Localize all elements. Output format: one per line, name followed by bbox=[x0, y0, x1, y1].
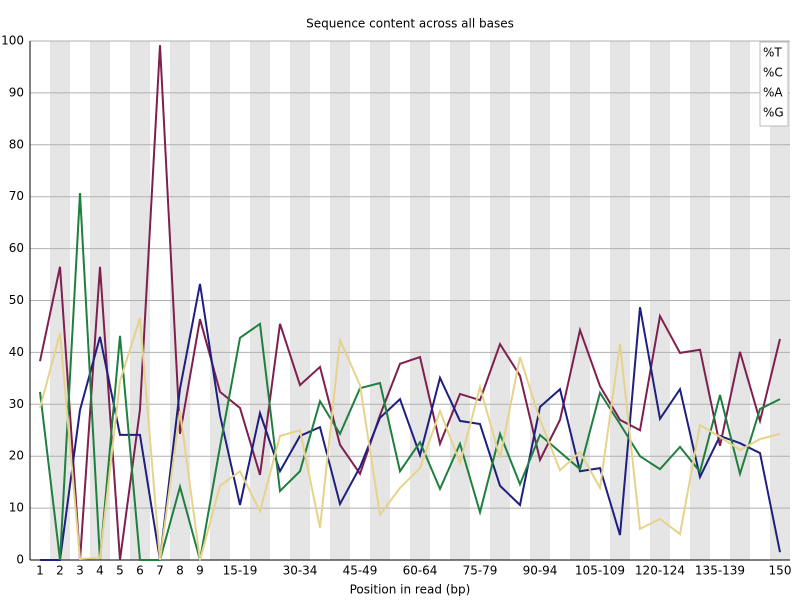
x-tick-label: 30-34 bbox=[283, 564, 318, 578]
y-tick-label: 60 bbox=[9, 241, 24, 255]
series-line bbox=[39, 317, 781, 561]
x-tick-label: 105-109 bbox=[575, 564, 625, 578]
x-tick-label: 150 bbox=[769, 564, 792, 578]
x-tick-label: 7 bbox=[156, 564, 164, 578]
x-tick-label: 120-124 bbox=[635, 564, 685, 578]
legend-entry: %G bbox=[763, 106, 784, 120]
series-line bbox=[39, 45, 781, 561]
x-axis-label: Position in read (bp) bbox=[350, 583, 471, 597]
y-tick-label: 40 bbox=[9, 345, 24, 359]
x-tick-label: 4 bbox=[96, 564, 104, 578]
x-tick-label: 135-139 bbox=[695, 564, 745, 578]
series-line bbox=[39, 193, 781, 561]
x-tick-label: 15-19 bbox=[223, 564, 258, 578]
y-tick-label: 80 bbox=[9, 137, 24, 151]
x-tick-label: 2 bbox=[56, 564, 64, 578]
x-tick-label: 75-79 bbox=[463, 564, 498, 578]
legend-entry: %T bbox=[763, 46, 782, 60]
chart-title: Sequence content across all bases bbox=[306, 17, 514, 31]
y-tick-label: 0 bbox=[16, 553, 24, 567]
y-tick-label: 20 bbox=[9, 449, 24, 463]
legend-entry: %C bbox=[763, 66, 783, 80]
x-tick-label: 8 bbox=[176, 564, 184, 578]
legend-entry: %A bbox=[763, 86, 783, 100]
y-tick-label: 50 bbox=[9, 293, 24, 307]
y-tick-label: 100 bbox=[1, 34, 24, 48]
x-tick-label: 5 bbox=[116, 564, 124, 578]
x-tick-label: 3 bbox=[76, 564, 84, 578]
x-tick-label: 45-49 bbox=[343, 564, 378, 578]
y-tick-label: 30 bbox=[9, 397, 24, 411]
x-tick-label: 1 bbox=[36, 564, 44, 578]
y-tick-label: 70 bbox=[9, 189, 24, 203]
legend-box bbox=[759, 41, 789, 127]
x-tick-label: 60-64 bbox=[403, 564, 438, 578]
y-tick-label: 10 bbox=[9, 501, 24, 515]
x-tick-label: 6 bbox=[136, 564, 144, 578]
x-tick-label: 9 bbox=[196, 564, 204, 578]
y-tick-label: 90 bbox=[9, 85, 24, 99]
x-tick-label: 90-94 bbox=[523, 564, 558, 578]
